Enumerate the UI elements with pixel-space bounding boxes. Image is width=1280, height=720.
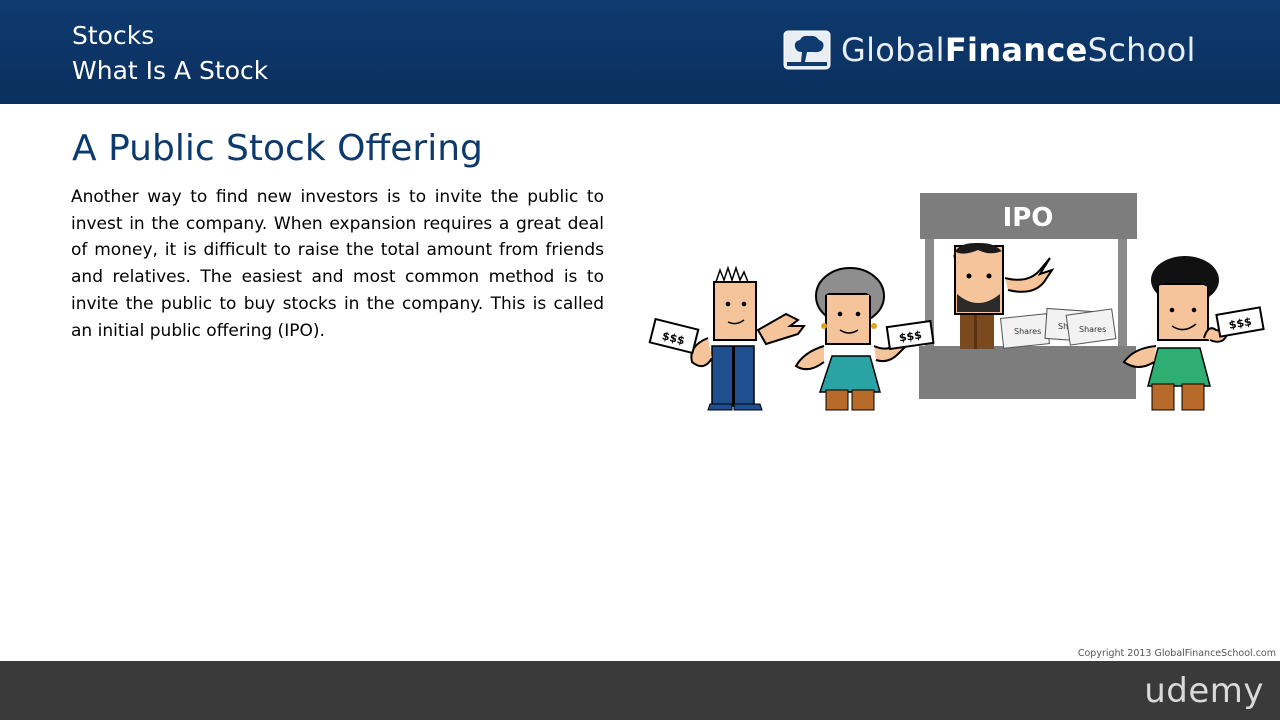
- brand-name: GlobalFinanceSchool: [841, 31, 1196, 69]
- woman-right-investor-figure: $$$: [1122, 256, 1265, 411]
- woman-investor-figure: $$$: [794, 267, 935, 411]
- booth-sign: IPO: [1003, 203, 1054, 233]
- booth-man-figure: [953, 242, 1055, 349]
- slide-title: A Public Stock Offering: [72, 128, 483, 169]
- header-bar: Stocks What Is A Stock GlobalFinanceScho…: [0, 0, 1280, 104]
- svg-text:$$$: $$$: [898, 328, 923, 344]
- slide-paragraph: Another way to find new investors is to …: [71, 187, 604, 341]
- ipo-illustration: IPO Shares Shares Shares $$$: [648, 193, 1265, 411]
- copyright-note: Copyright 2013 GlobalFinanceSchool.com: [1077, 648, 1276, 659]
- shares-stack: Shares Shares Shares: [1000, 307, 1117, 349]
- svg-text:Shares: Shares: [1014, 327, 1041, 336]
- udemy-logo: udemy: [1144, 671, 1264, 711]
- svg-text:$$$: $$$: [661, 329, 686, 347]
- svg-text:Shares: Shares: [1079, 325, 1106, 334]
- course-title: Stocks: [72, 21, 155, 50]
- svg-text:$$$: $$$: [1228, 315, 1253, 332]
- brand-logo: GlobalFinanceSchool: [783, 30, 1196, 70]
- footer-bar: udemy: [0, 661, 1280, 720]
- ipo-booth: IPO: [919, 193, 1137, 399]
- tree-logo-icon: [783, 30, 831, 70]
- course-breadcrumb: Stocks What Is A Stock: [72, 18, 268, 88]
- lesson-title: What Is A Stock: [72, 56, 269, 85]
- man-investor-figure: $$$: [648, 265, 806, 411]
